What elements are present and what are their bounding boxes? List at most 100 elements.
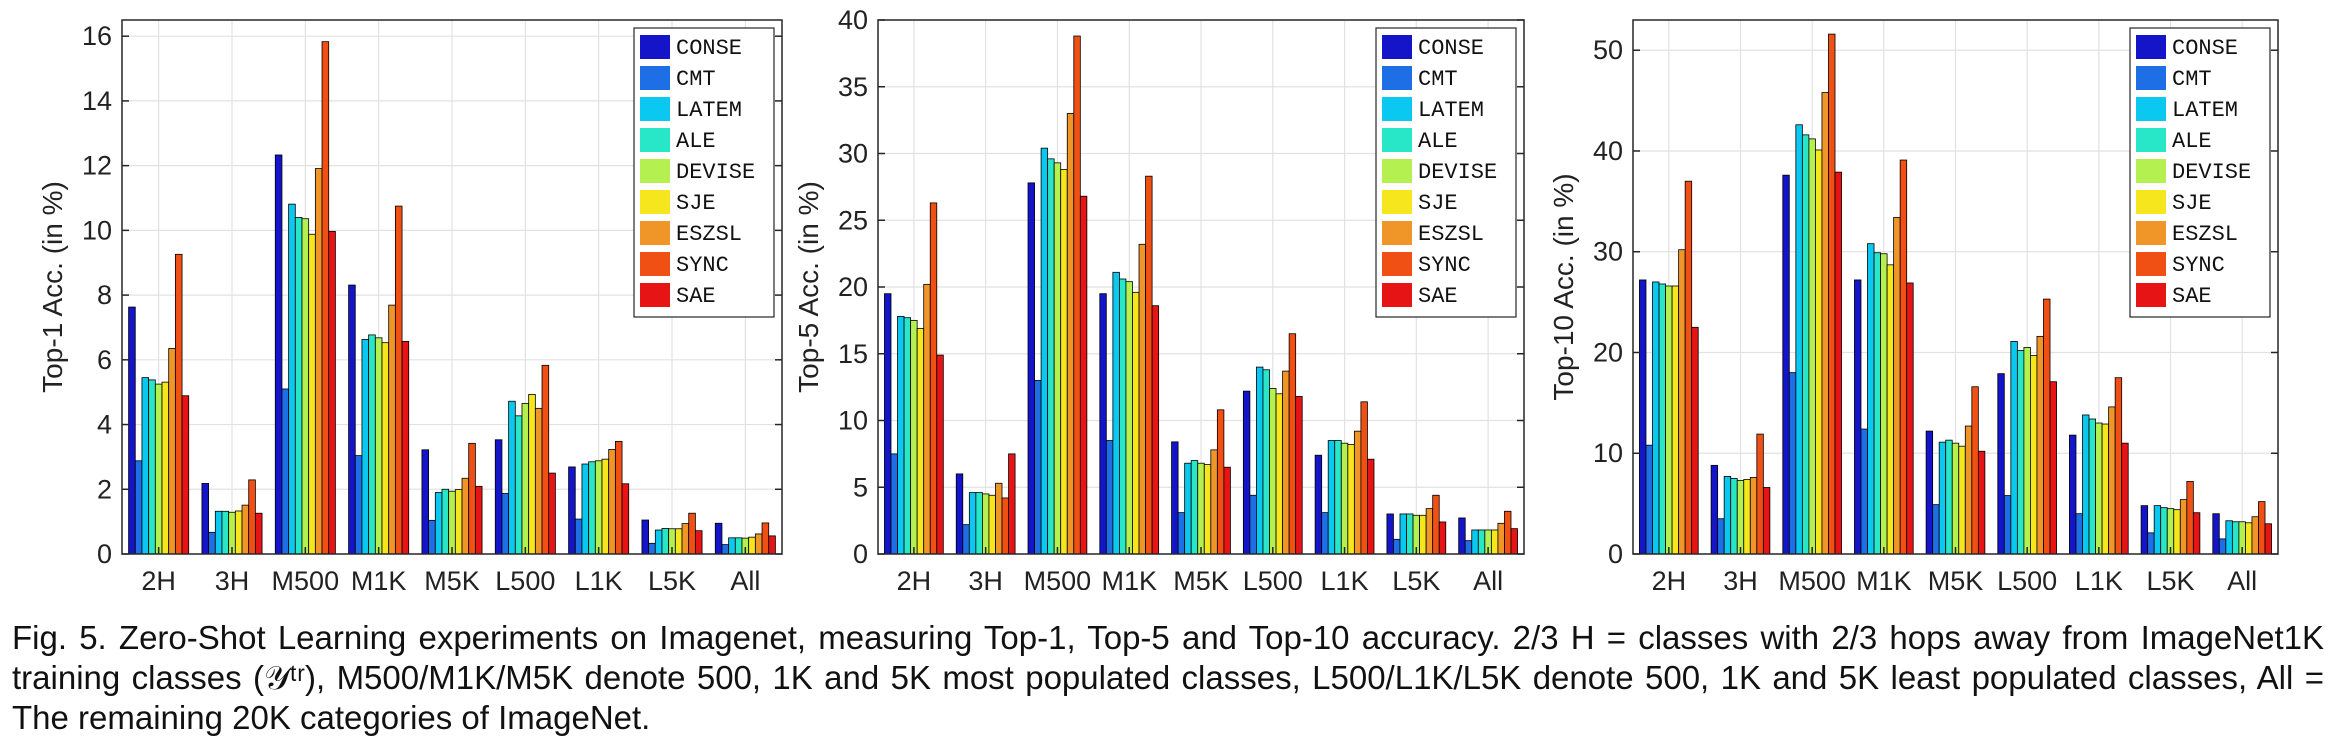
y-axis-label: Top-5 Acc. (in %) <box>793 181 824 393</box>
bar-conse-3h <box>1710 464 1719 555</box>
bar-sae-m500 <box>1834 171 1842 555</box>
bar-sae-l5k <box>2192 512 2201 555</box>
bar-ale-m5k <box>1190 460 1199 555</box>
bar-conse-m5k <box>1925 430 1934 555</box>
bar-ale-l5k <box>661 528 670 555</box>
bar-conse-3h <box>201 483 210 555</box>
bar-cmt-all <box>721 544 730 555</box>
bar-devise-m1k <box>374 337 383 555</box>
bar-conse-l5k <box>2140 505 2149 555</box>
bar-sje-m500 <box>1815 149 1823 555</box>
bar-ale-l5k <box>2160 507 2168 555</box>
bar-eszsl-m1k <box>1138 243 1146 555</box>
bar-sae-m5k <box>1223 466 1231 555</box>
bar-ale-3h <box>221 510 230 555</box>
x-tick-label: All <box>730 566 760 590</box>
y-axis-label: Top-10 Acc. (in %) <box>1548 173 1579 400</box>
bar-eszsl-2h <box>923 283 931 555</box>
bar-devise-m5k <box>1197 462 1205 555</box>
bar-sje-all <box>748 536 756 555</box>
bar-sync-all <box>1504 510 1512 555</box>
bar-conse-m500 <box>1027 182 1035 555</box>
bar-latem-m5k <box>434 492 443 555</box>
legend-label-conse: CONSE <box>2172 36 2238 61</box>
bar-latem-m1k <box>1867 243 1875 555</box>
bar-latem-l5k <box>1399 513 1407 555</box>
bar-conse-2h <box>1639 279 1647 555</box>
legend-swatch-sync <box>640 252 670 276</box>
legend-swatch-sje <box>2136 190 2166 214</box>
bar-eszsl-l5k <box>1425 508 1434 555</box>
bar-ale-l1k <box>2088 418 2096 555</box>
legend-swatch-latem <box>1382 97 1412 121</box>
y-tick-label: 25 <box>838 205 868 235</box>
bar-devise-m500 <box>1808 138 1816 555</box>
bar-conse-m5k <box>421 449 430 555</box>
bar-latem-m500 <box>1795 124 1803 555</box>
x-tick-label: 2H <box>141 566 176 590</box>
bar-latem-m1k <box>1112 271 1120 555</box>
x-tick-label: L5K <box>2146 566 2194 590</box>
bar-sync-m5k <box>1216 409 1225 555</box>
bar-cmt-l5k <box>1393 538 1401 555</box>
bar-ale-all <box>2231 521 2240 555</box>
bar-sje-all <box>2245 522 2253 555</box>
bar-sae-m1k <box>1151 305 1160 555</box>
legend-label-latem: LATEM <box>676 98 742 123</box>
x-tick-label: 3H <box>1723 566 1758 590</box>
x-tick-label: L500 <box>1243 566 1303 590</box>
bar-sae-3h <box>1008 453 1016 555</box>
bar-sae-m1k <box>401 340 410 555</box>
bar-cmt-l5k <box>2147 532 2155 555</box>
bar-sync-2h <box>174 253 183 555</box>
bar-conse-l500 <box>1997 373 2005 555</box>
y-tick-label: 40 <box>838 5 868 35</box>
bar-cmt-l5k <box>648 542 656 555</box>
x-tick-label: M500 <box>1024 566 1092 590</box>
bar-conse-l500 <box>1242 390 1251 555</box>
bar-latem-m500 <box>1040 147 1049 555</box>
legend: CONSE CMT LATEM ALE DEVISE SJE ESZSL SYNC SAE <box>2129 27 2271 318</box>
bar-sync-3h <box>1756 433 1764 555</box>
bar-sje-3h <box>988 494 996 555</box>
x-tick-label: M500 <box>272 566 340 590</box>
bar-cmt-m5k <box>1932 504 1940 555</box>
figure-caption: Fig. 5. Zero-Shot Learning experiments o… <box>12 619 2324 736</box>
legend-label-ale: ALE <box>676 129 716 154</box>
legend-swatch-conse <box>640 35 670 59</box>
x-tick-label: L500 <box>1997 566 2057 590</box>
bar-conse-3h <box>955 473 964 555</box>
legend-label-sync: SYNC <box>676 253 729 278</box>
chart-panel-2: 0 5 10 15 20 25 30 35 40 2H 3H M500 M1K M5K L500 L1K L5K… <box>793 5 1525 590</box>
legend-label-cmt: CMT <box>1418 67 1458 92</box>
legend-label-devise: DEVISE <box>2172 160 2251 185</box>
y-tick-label: 12 <box>82 151 112 181</box>
legend-swatch-latem <box>2136 97 2166 121</box>
bar-devise-l500 <box>521 403 530 555</box>
legend-label-conse: CONSE <box>1418 36 1484 61</box>
bars <box>884 35 1518 555</box>
bar-sae-m500 <box>1079 195 1088 555</box>
bar-cmt-m1k <box>354 455 363 555</box>
legend-swatch-latem <box>640 97 670 121</box>
x-tick-label: 2H <box>1652 566 1687 590</box>
bar-devise-2h <box>1665 285 1673 555</box>
bar-sync-l500 <box>2043 298 2051 555</box>
bar-sae-l1k <box>2121 442 2129 555</box>
bar-eszsl-m500 <box>1821 92 1829 555</box>
y-tick-label: 5 <box>853 472 868 502</box>
x-tick-label: 3H <box>215 566 250 590</box>
bar-conse-all <box>1458 517 1466 555</box>
bar-sae-m1k <box>1906 282 1914 555</box>
bar-ale-l500 <box>514 415 523 555</box>
bar-sje-2h <box>161 381 170 555</box>
legend-label-sje: SJE <box>1418 191 1458 216</box>
y-tick-label: 30 <box>838 139 868 169</box>
bar-eszsl-l5k <box>2179 499 2188 555</box>
legend-label-ale: ALE <box>2172 129 2212 154</box>
bar-eszsl-3h <box>995 482 1003 555</box>
chart-panel-1: 0 2 4 6 8 10 12 14 16 2H 3H M500 M1K M5K L500 L1K L5K All… <box>37 19 783 590</box>
x-tick-label: M5K <box>424 566 480 590</box>
bar-cmt-m1k <box>1105 440 1114 555</box>
bar-devise-l500 <box>2023 347 2031 555</box>
